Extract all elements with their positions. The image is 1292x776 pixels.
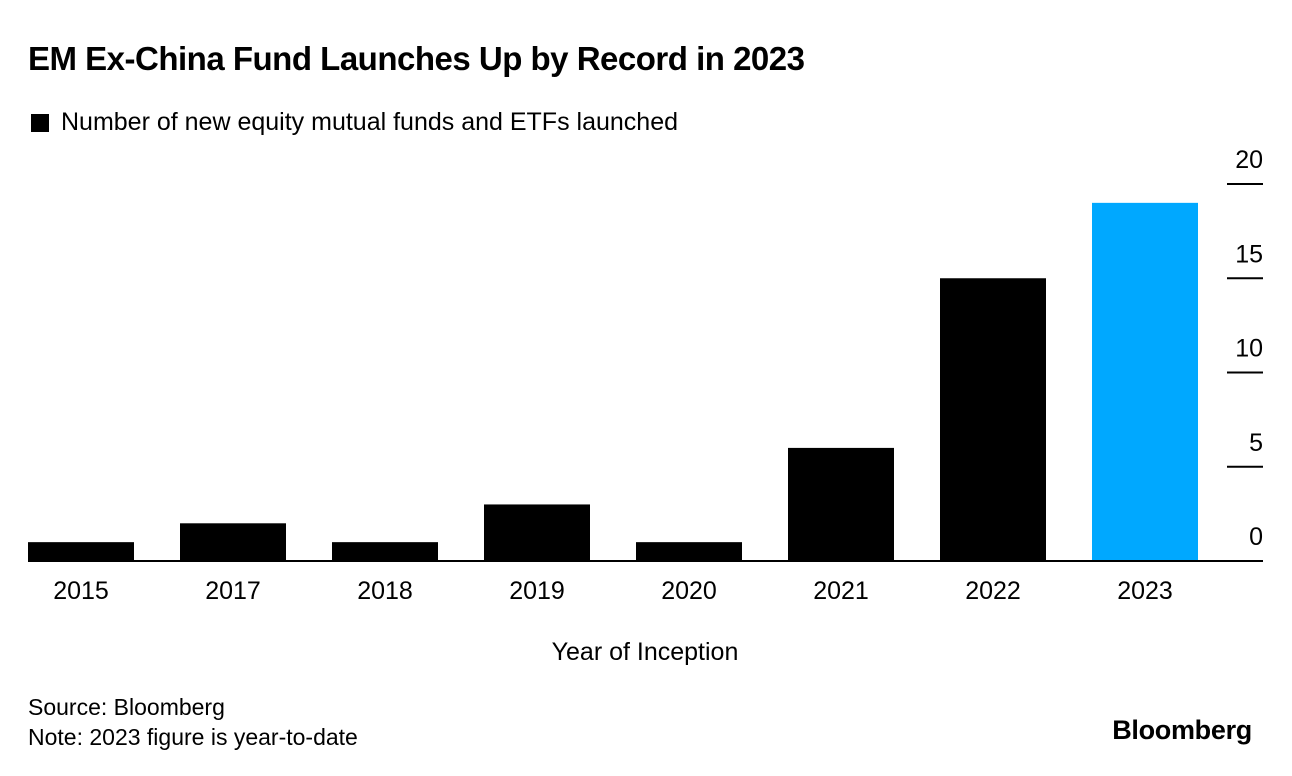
x-axis-label: Year of Inception — [552, 638, 739, 666]
x-tick-label-2015: 2015 — [53, 577, 109, 605]
bar-2020 — [636, 542, 742, 561]
x-tick-label-2017: 2017 — [205, 577, 261, 605]
bar-2015 — [28, 542, 134, 561]
source-note: Source: Bloomberg — [28, 694, 225, 720]
x-tick-label-2021: 2021 — [813, 577, 869, 605]
bar-2017 — [180, 523, 286, 561]
legend-label: Number of new equity mutual funds and ET… — [61, 108, 679, 136]
y-tick-label-15: 15 — [1235, 240, 1263, 268]
x-tick-label-2020: 2020 — [661, 577, 717, 605]
y-tick-label-0: 0 — [1249, 523, 1263, 551]
x-tick-label-2023: 2023 — [1117, 577, 1173, 605]
y-tick-label-20: 20 — [1235, 146, 1263, 174]
bar-2018 — [332, 542, 438, 561]
footnote: Note: 2023 figure is year-to-date — [28, 724, 358, 750]
y-tick-label-10: 10 — [1235, 335, 1263, 363]
chart-title: EM Ex-China Fund Launches Up by Record i… — [28, 40, 805, 77]
x-tick-label-2022: 2022 — [965, 577, 1021, 605]
legend-swatch — [31, 113, 49, 132]
bar-2023 — [1092, 202, 1198, 561]
chart-legend: Number of new equity mutual funds and ET… — [31, 108, 678, 137]
bar-2019 — [484, 504, 590, 561]
bar-2021 — [788, 447, 894, 561]
y-tick-label-5: 5 — [1249, 429, 1263, 457]
x-tick-label-2019: 2019 — [509, 577, 565, 605]
chart-footer: Source: Bloomberg Note: 2023 figure is y… — [28, 692, 358, 752]
x-tick-label-2018: 2018 — [357, 577, 413, 605]
bar-2022 — [940, 278, 1046, 561]
bloomberg-logo: Bloomberg — [1112, 715, 1252, 745]
